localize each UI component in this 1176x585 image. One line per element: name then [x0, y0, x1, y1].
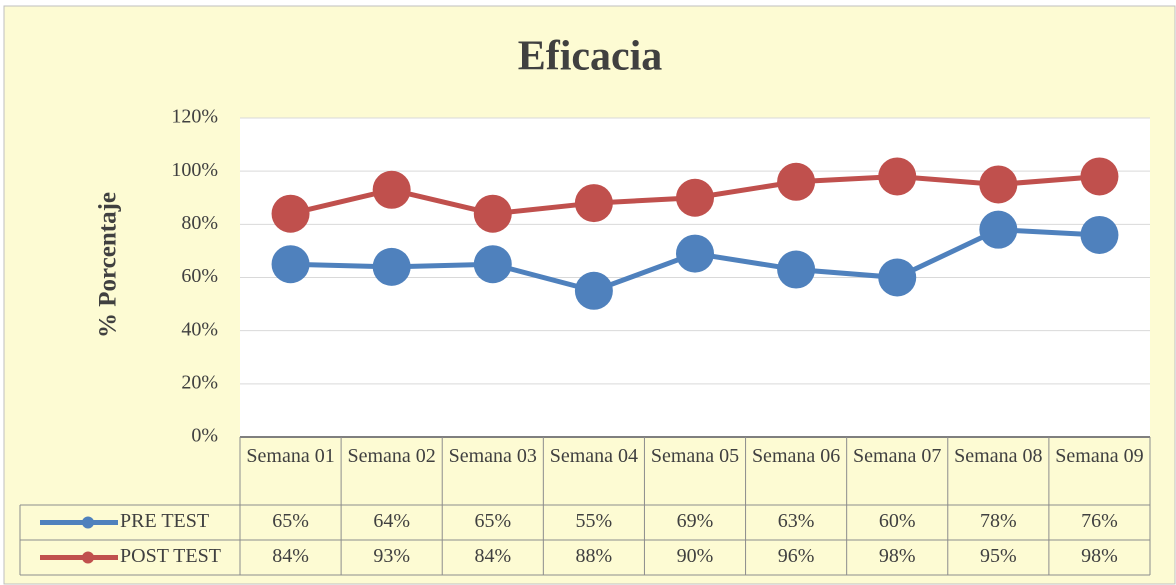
table-value: 63% [778, 510, 815, 532]
y-tick-label: 120% [171, 106, 218, 128]
marker [979, 210, 1018, 249]
marker [271, 245, 310, 284]
marker [979, 165, 1018, 204]
marker [676, 178, 714, 217]
marker [574, 184, 613, 223]
x-tick-label: Semana 02 [347, 445, 436, 467]
table-value: 69% [677, 510, 714, 532]
table-value: 98% [1081, 545, 1118, 567]
marker [777, 162, 816, 201]
marker [878, 258, 917, 297]
table-value: 76% [1081, 510, 1118, 532]
table-value: 98% [879, 545, 916, 567]
marker [372, 170, 411, 209]
table-value: 65% [474, 510, 511, 532]
marker [676, 234, 714, 273]
legend-label: POST TEST [120, 545, 221, 567]
x-tick-label: Semana 05 [650, 445, 740, 467]
x-tick-label: Semana 07 [853, 445, 942, 467]
table-value: 78% [980, 510, 1017, 532]
x-tick-label: Semana 08 [954, 445, 1043, 467]
marker [574, 271, 613, 310]
x-tick-label: Semana 09 [1055, 445, 1144, 467]
y-tick-label: 40% [181, 318, 218, 340]
marker [1080, 215, 1119, 254]
marker [777, 250, 816, 289]
table-value: 96% [778, 545, 815, 567]
y-tick-label: 20% [181, 371, 218, 393]
y-tick-label: 100% [171, 159, 218, 181]
marker [372, 247, 411, 286]
table-value: 60% [879, 510, 916, 532]
y-tick-label: 60% [181, 265, 218, 287]
y-axis-label: % Porcentaje [95, 192, 122, 338]
table-value: 93% [373, 545, 410, 567]
x-tick-label: Semana 03 [448, 445, 537, 467]
table-value: 95% [980, 545, 1017, 567]
table-value: 55% [576, 510, 613, 532]
legend-marker [82, 551, 94, 564]
table-value: 84% [474, 545, 511, 567]
marker [1080, 157, 1119, 196]
marker [271, 194, 310, 233]
x-tick-label: Semana 04 [549, 445, 639, 467]
chart-title: Eficacia [518, 34, 663, 80]
table-value: 84% [272, 545, 309, 567]
marker [878, 157, 917, 196]
x-tick-label: Semana 01 [246, 445, 335, 467]
table-value: 90% [677, 545, 714, 567]
marker [473, 194, 512, 233]
table-value: 88% [576, 545, 613, 567]
table-value: 64% [373, 510, 410, 532]
marker [473, 245, 512, 284]
y-tick-label: 0% [191, 425, 218, 447]
legend-label: PRE TEST [120, 510, 209, 532]
legend-marker [82, 516, 94, 529]
y-tick-label: 80% [181, 212, 218, 234]
x-tick-label: Semana 06 [751, 445, 841, 467]
table-value: 65% [272, 510, 309, 532]
